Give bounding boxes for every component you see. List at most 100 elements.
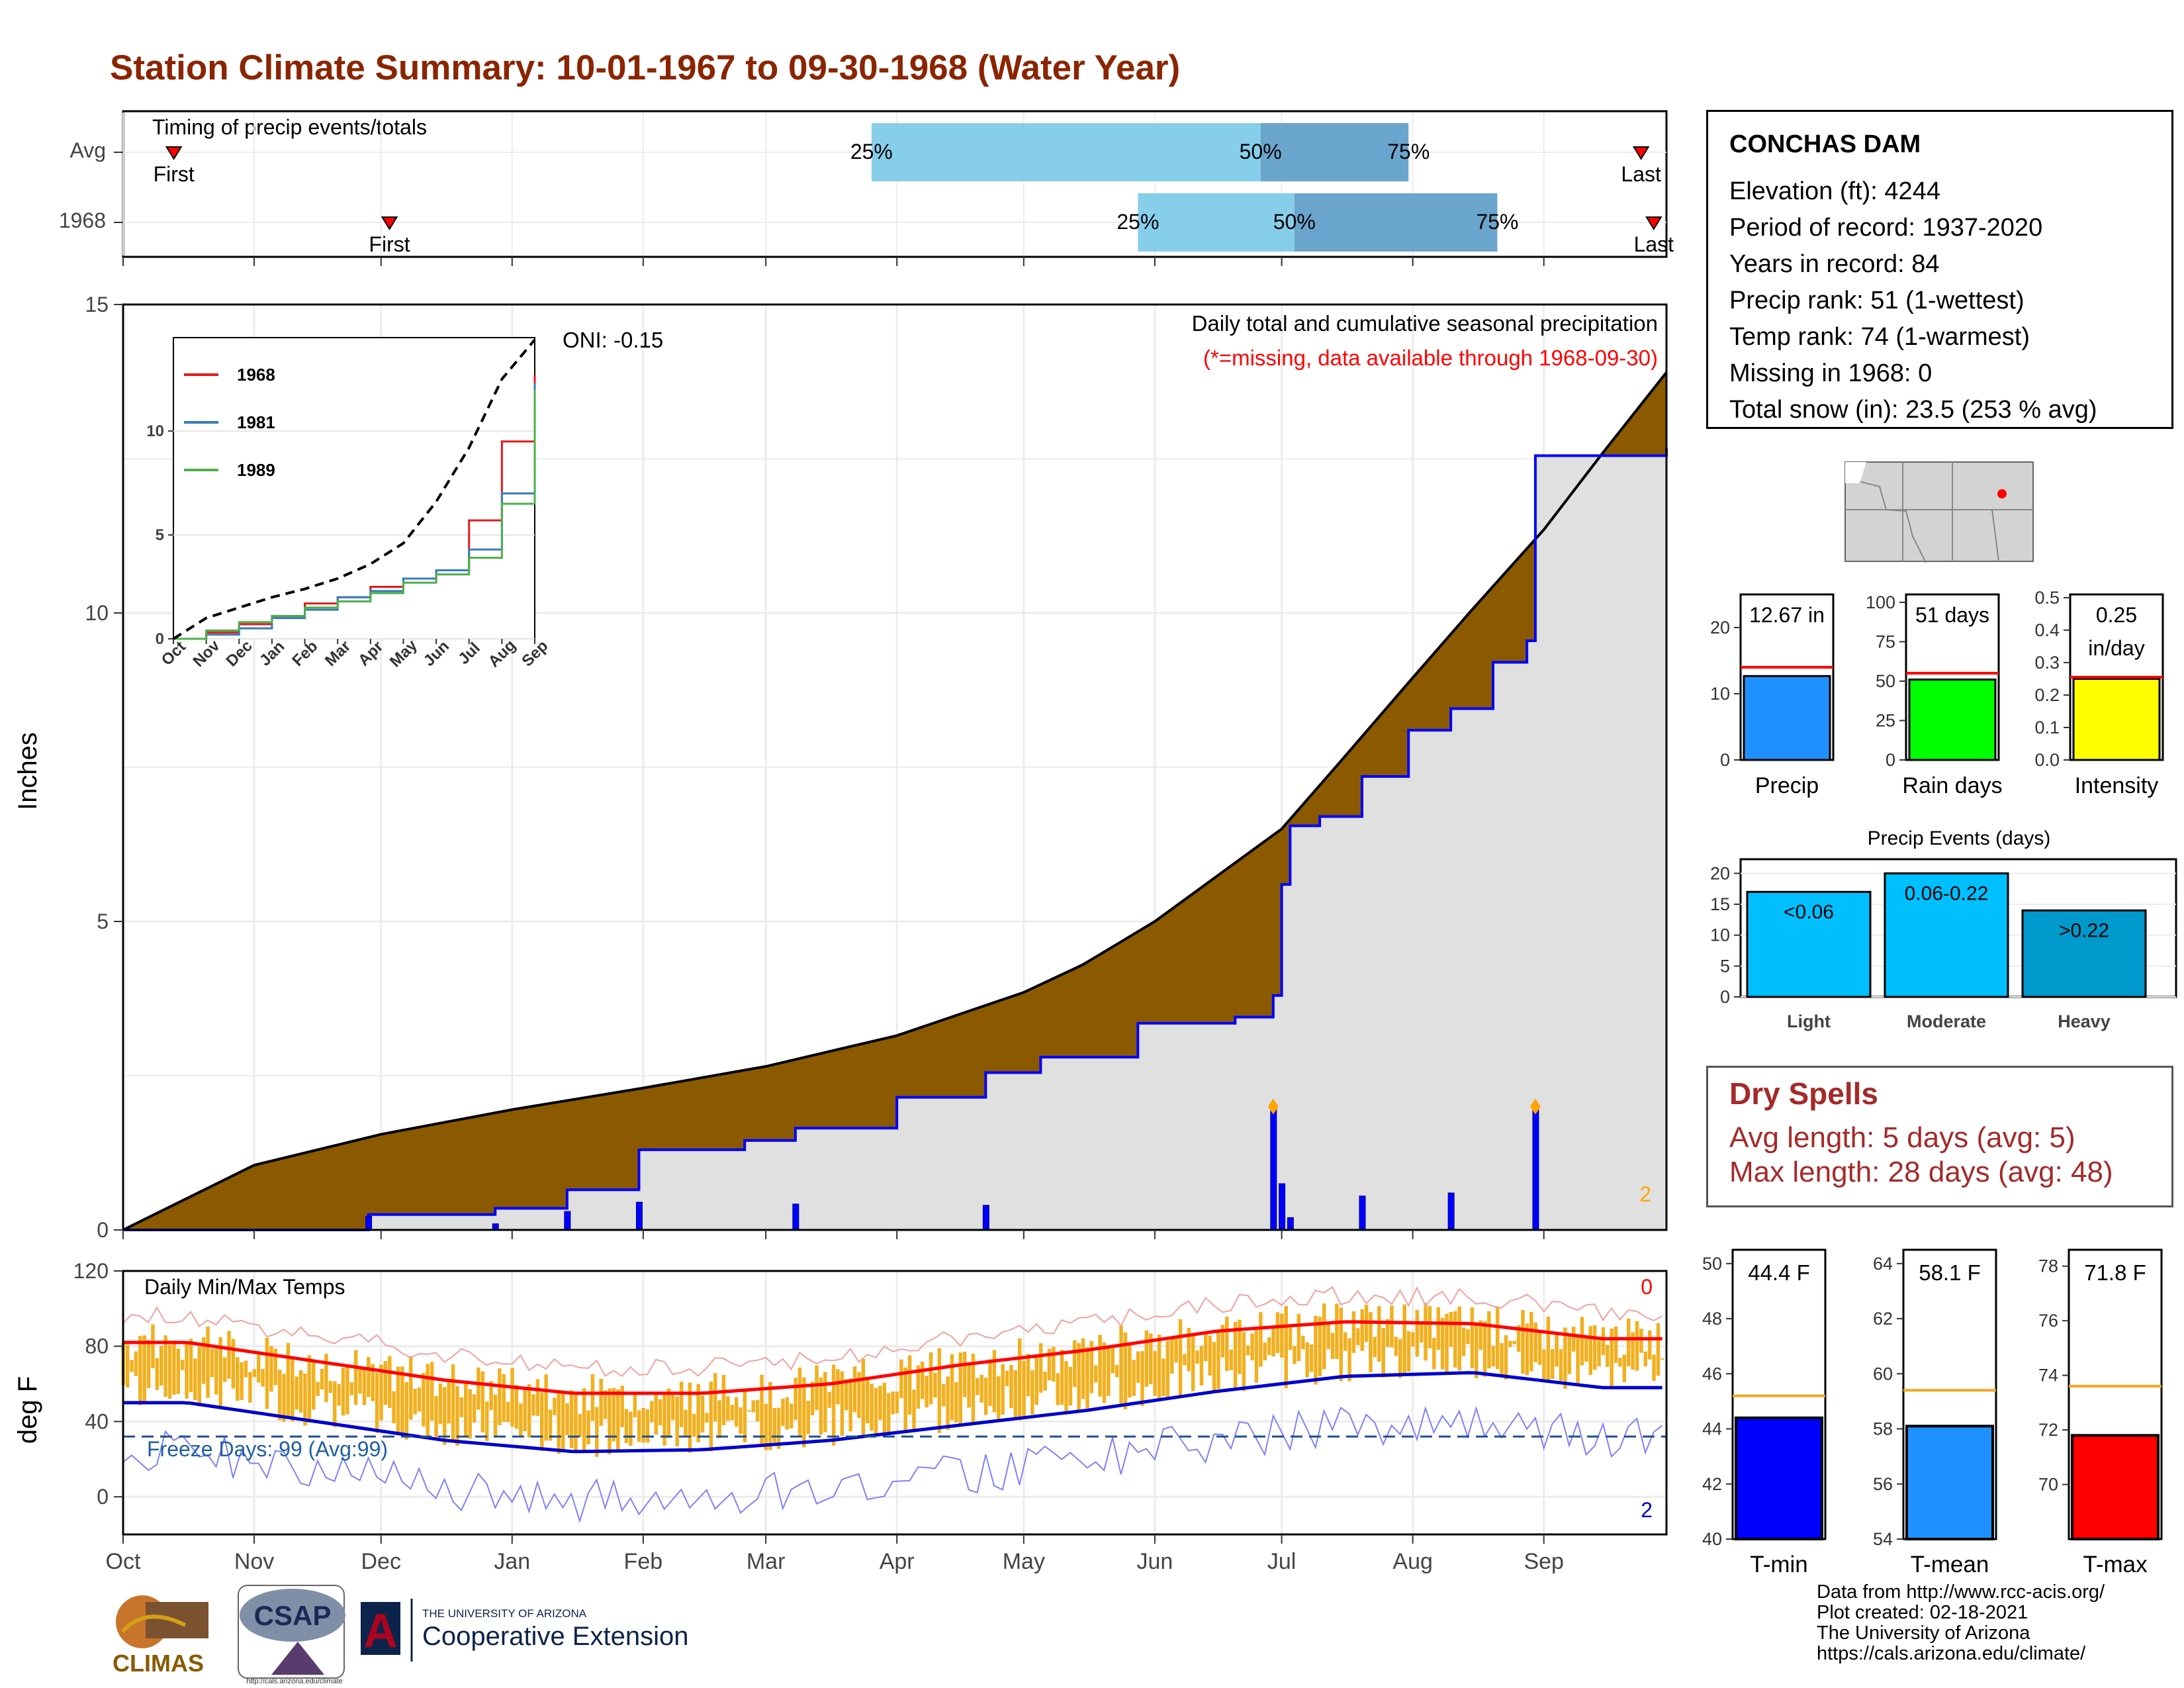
temp-daily-bar: [1377, 1306, 1381, 1362]
temp-daily-bar: [620, 1385, 624, 1428]
temp-daily-bar: [443, 1387, 447, 1445]
precip-daily-bar: [1532, 1106, 1539, 1231]
temp-daily-bar: [438, 1383, 443, 1425]
temp-daily-bar: [1119, 1325, 1123, 1404]
temp-daily-bar: [1199, 1346, 1204, 1386]
inset-legend-label: 1989: [237, 460, 275, 480]
temp-daily-bar: [155, 1358, 159, 1390]
precip-observed-line: [123, 448, 1668, 1231]
temp-daily-bar: [983, 1378, 988, 1415]
temp-daily-bar: [1406, 1331, 1411, 1372]
precip-daily-bar: [1447, 1192, 1455, 1231]
temp-daily-bar: [240, 1362, 244, 1400]
inset-legend-label: 1968: [237, 365, 275, 385]
temp-daily-bar: [912, 1389, 916, 1431]
temp-daily-bar: [603, 1390, 608, 1419]
temp-daily-bar: [303, 1373, 307, 1426]
summary-label: Rain days: [1902, 773, 2002, 798]
footer-university: The University of Arizona: [1817, 1622, 2030, 1644]
events-range-label: <0.06: [1784, 901, 1834, 923]
temp-daily-bar: [1064, 1361, 1068, 1412]
temp-daily-bar: [498, 1368, 502, 1425]
temp-daily-bar: [307, 1355, 312, 1423]
summary-label: Intensity: [2075, 773, 2159, 798]
temp-daily-bar: [514, 1385, 519, 1429]
temp-daily-bar: [726, 1396, 730, 1421]
temp-daily-bar: [1656, 1323, 1661, 1376]
temp-daily-bar: [1521, 1310, 1525, 1374]
temp-x-tick: May: [1003, 1549, 1045, 1574]
temp-daily-bar: [210, 1348, 214, 1378]
temp-daily-bar: [1208, 1335, 1212, 1376]
temp-avg-min-line: [123, 1371, 1662, 1454]
station-snow: Total snow (in): 23.5 (253 % avg): [1729, 396, 2097, 424]
temp-daily-bar: [696, 1383, 700, 1442]
temp-daily-bar: [743, 1389, 747, 1442]
temp-daily-bar: [705, 1413, 709, 1423]
temp-daily-bar: [1415, 1309, 1420, 1357]
temp-daily-bar: [1056, 1373, 1060, 1405]
temp-daily-bar: [1089, 1340, 1094, 1393]
temp-daily-bar: [1191, 1333, 1195, 1391]
freeze-days-label: Freeze Days: 99 (Avg:99): [147, 1437, 388, 1461]
temp-daily-bar: [142, 1335, 146, 1402]
temp-daily-bar: [976, 1378, 979, 1395]
temp-daily-bar: [1470, 1307, 1475, 1369]
temp-daily-bar: [236, 1357, 240, 1401]
precip-y-tick: 0: [97, 1218, 109, 1242]
temp-daily-bar: [739, 1407, 743, 1434]
temp-daily-bar: [700, 1395, 705, 1433]
temp-daily-bar: [447, 1382, 451, 1424]
temp-daily-bar: [1195, 1350, 1199, 1364]
temp-bars-chart: 40 42 44 46 48 50 44.4 F T-min 54 56 58 60 62 64 58.1 …: [1702, 1248, 2163, 1577]
temp-daily-bar: [633, 1392, 637, 1418]
temp-daily-bar: [523, 1387, 527, 1432]
temp-daily-bar: [353, 1350, 358, 1405]
temp-daily-bar: [337, 1383, 341, 1406]
temp-daily-bar: [1259, 1312, 1263, 1367]
csap-logo-text: CSAP: [254, 1600, 332, 1631]
temp-daily-bar: [785, 1397, 790, 1430]
temp-daily-bar: [1390, 1305, 1394, 1348]
precip-y-tick: 15: [85, 293, 109, 316]
summary-tick: 25: [1876, 710, 1895, 730]
temp-daily-bar: [1246, 1345, 1250, 1356]
events-category-label: Moderate: [1907, 1011, 1986, 1031]
temp-daily-bar: [895, 1391, 899, 1413]
temp-daily-bar: [1584, 1337, 1588, 1362]
temp-daily-bar: [146, 1340, 151, 1389]
temp-daily-bar: [1157, 1335, 1161, 1400]
temp-daily-bar: [1263, 1342, 1267, 1360]
temp-daily-bar: [925, 1376, 929, 1408]
temp-daily-bar: [273, 1348, 278, 1385]
temp-daily-bar: [1005, 1370, 1009, 1387]
temp-daily-bar: [1047, 1348, 1052, 1381]
temp-daily-bar: [954, 1382, 958, 1423]
temp-daily-bar: [819, 1377, 823, 1434]
temp-daily-bar: [1314, 1315, 1318, 1385]
temp-daily-bar: [637, 1410, 641, 1442]
temp-daily-bar: [1424, 1303, 1428, 1361]
temp-daily-bar: [434, 1395, 438, 1438]
temp-daily-bar: [891, 1391, 895, 1415]
temp-daily-bar: [852, 1366, 857, 1413]
temp-avg-max-line: [123, 1320, 1662, 1395]
temp-daily-bar: [383, 1361, 388, 1405]
temp-x-tick: Sep: [1524, 1549, 1564, 1574]
precip-chart: Inches 0 5 10 15 Daily total and cumulative…: [13, 293, 1668, 1242]
temp-daily-bar: [1001, 1364, 1005, 1415]
temp-daily-bar: [1335, 1303, 1339, 1359]
temp-daily-bar: [1267, 1337, 1271, 1356]
precip-y-label: Inches: [13, 732, 42, 810]
summary-bar: [2072, 677, 2161, 761]
temp-daily-bar: [874, 1387, 878, 1434]
temp-daily-bar: [861, 1358, 866, 1438]
timing-first-label: First: [369, 232, 410, 256]
temp-daily-bar: [886, 1393, 891, 1433]
temp-daily-bar: [1165, 1340, 1170, 1397]
temp-daily-bar: [218, 1337, 222, 1408]
temp-daily-bar: [692, 1414, 696, 1437]
temp-daily-bar: [870, 1383, 874, 1431]
temp-x-tick: Jun: [1137, 1549, 1173, 1574]
summary-tick: 0.4: [2034, 620, 2060, 640]
